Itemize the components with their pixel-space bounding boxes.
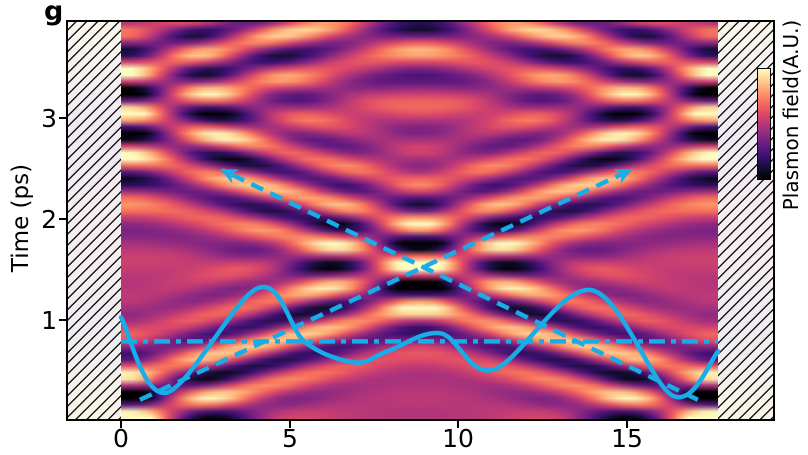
right-propagation-arrow <box>138 167 633 402</box>
y-tick-mark-2 <box>59 218 66 220</box>
y-tick-mark-1 <box>59 319 66 321</box>
y-tick-label-3: 3 <box>41 104 57 133</box>
y-tick-mark-3 <box>59 117 66 119</box>
plot-area <box>66 20 775 421</box>
field-profile-curve <box>118 284 721 400</box>
left-hatched-region <box>66 20 121 421</box>
x-tick-mark-5 <box>289 421 291 428</box>
x-tick-label-10: 10 <box>442 424 474 453</box>
x-tick-mark-15 <box>626 421 628 428</box>
annotation-overlay <box>118 167 721 402</box>
x-tick-label-15: 15 <box>611 424 643 453</box>
colorbar <box>757 68 771 180</box>
x-tick-mark-0 <box>120 421 122 428</box>
colorbar-label: Plasmon field(A.U.) <box>779 19 803 211</box>
panel-label: g <box>44 0 64 27</box>
x-tick-label-5: 5 <box>282 424 298 453</box>
x-tick-mark-10 <box>457 421 459 428</box>
x-tick-label-0: 0 <box>113 424 129 453</box>
plasmon-heatmap-canvas <box>121 20 718 421</box>
y-tick-label-1: 1 <box>41 306 57 335</box>
y-tick-label-2: 2 <box>41 205 57 234</box>
left-propagation-arrow <box>220 167 699 402</box>
